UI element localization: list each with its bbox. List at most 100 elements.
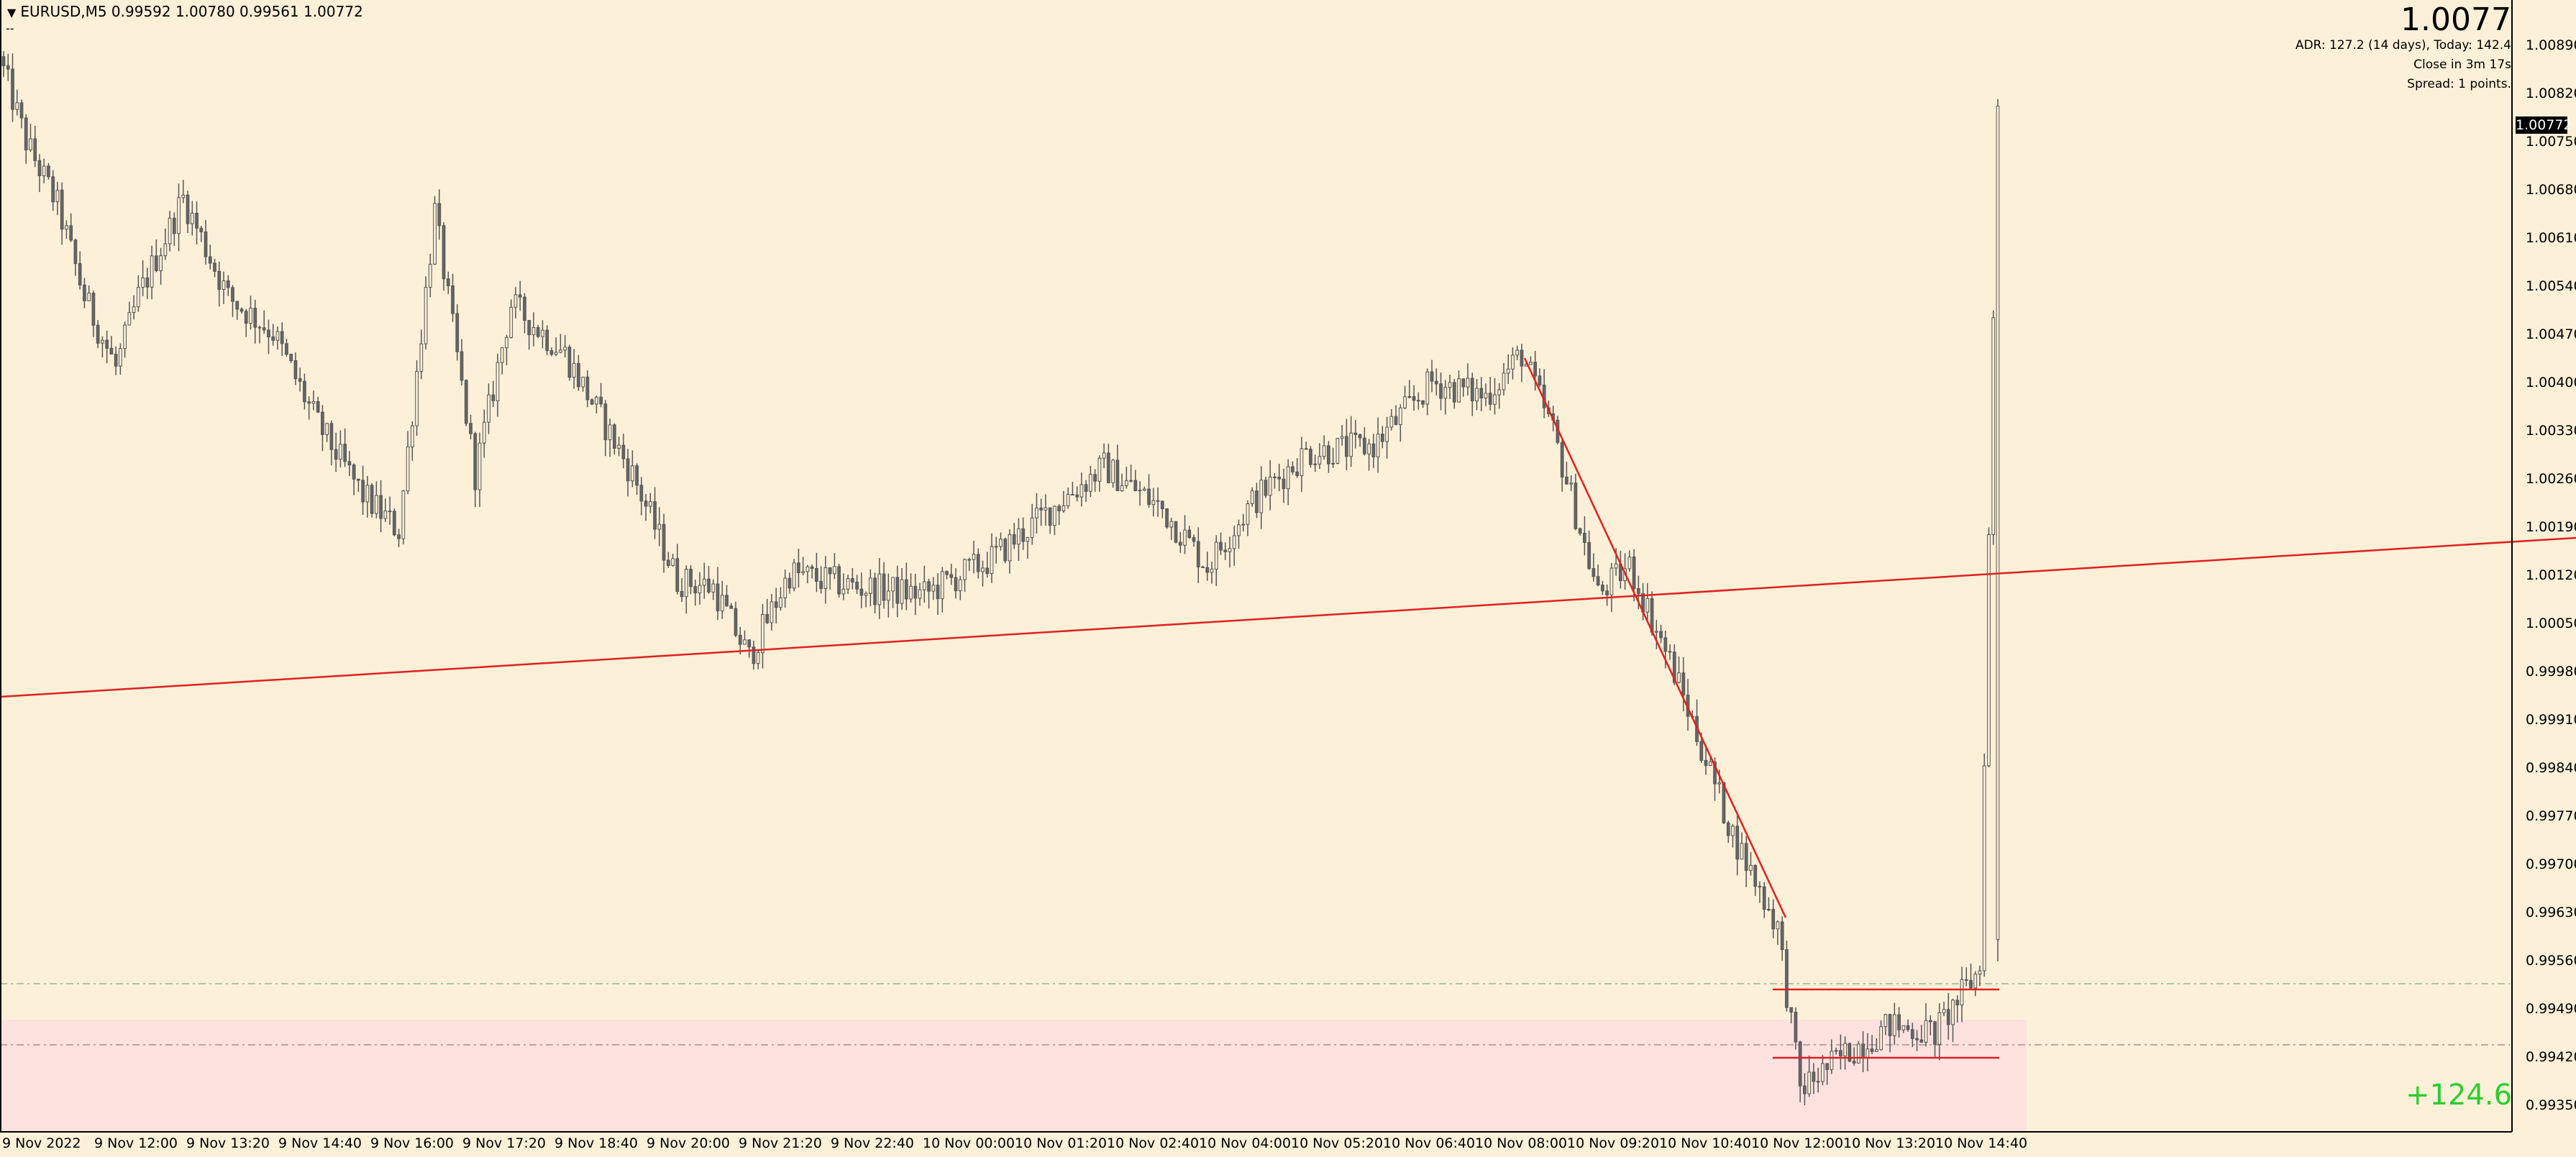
candle-body (1210, 568, 1214, 573)
price-tick-label: 1.00680 (2526, 182, 2576, 198)
candle-body (163, 243, 168, 257)
candle-body (1322, 445, 1326, 457)
candle-body (199, 227, 204, 232)
symbol-header[interactable]: ▼ EURUSD,M5 0.99592 1.00780 0.99561 1.007… (7, 3, 363, 20)
candle-body (1717, 782, 1722, 785)
price-tick-label: 1.00750 (2526, 134, 2576, 150)
candle-body (1187, 529, 1192, 539)
candle-body (1057, 506, 1061, 511)
candle-body (886, 590, 890, 601)
candle-body (1704, 759, 1708, 766)
candle-body (244, 311, 248, 324)
candle-body (945, 571, 949, 575)
time-tick-label: 10 Nov 12:00 (1751, 1135, 1844, 1151)
candle-body (837, 566, 841, 595)
candle-body (1160, 500, 1164, 509)
candle-body (1335, 437, 1340, 464)
candle-body (262, 327, 266, 331)
candle-body (370, 485, 374, 514)
candle-body (1349, 432, 1353, 457)
candle-body (1574, 483, 1578, 529)
candle-body (859, 588, 864, 596)
candle-body (428, 263, 432, 288)
candle-body (1277, 476, 1282, 480)
candle-body (1883, 1014, 1888, 1028)
candle-body (617, 444, 621, 449)
candle-body (1129, 480, 1133, 482)
candle-body (1340, 436, 1344, 439)
candle-body (204, 231, 208, 257)
dropdown-arrow-icon[interactable]: ▼ (7, 6, 17, 19)
candle-body (1609, 567, 1614, 595)
candle-body (985, 567, 990, 574)
candle-body (1169, 521, 1174, 528)
candle-body (352, 465, 356, 480)
candle-body (1955, 1000, 1960, 1006)
ascending-trendline[interactable] (0, 536, 2576, 698)
candle-body (1268, 476, 1272, 496)
candle-body (1699, 741, 1704, 761)
candle-body (1156, 500, 1160, 502)
candle-body (1533, 362, 1538, 377)
time-tick-label: 10 Nov 10:40 (1659, 1135, 1752, 1151)
candle-body (1964, 979, 1968, 981)
candle-body (1053, 506, 1056, 526)
candle-body (1115, 459, 1120, 491)
candle-body (904, 579, 908, 600)
candle-body (127, 312, 132, 326)
candle-body (1133, 480, 1138, 492)
candle-body (83, 284, 86, 301)
candle-body (1008, 534, 1012, 562)
candle-body (1255, 490, 1259, 513)
candle-body (1030, 517, 1034, 538)
candle-body (644, 500, 648, 507)
candle-body (1906, 1025, 1910, 1030)
time-tick-label: 10 Nov 08:00 (1475, 1135, 1568, 1151)
candle-body (1430, 371, 1434, 382)
candle-body (392, 511, 396, 536)
candle-body (972, 554, 976, 560)
candle-body (221, 280, 226, 291)
candle-body (1317, 456, 1322, 465)
candle-body (1470, 378, 1474, 402)
candle-body (927, 581, 931, 592)
time-tick-label: 9 Nov 18:40 (554, 1135, 639, 1151)
candle-body (473, 433, 478, 490)
price-tick-label: 1.00470 (2526, 326, 2576, 342)
candle-body (1039, 507, 1043, 511)
candle-body (922, 581, 926, 590)
candle-body (1910, 1029, 1914, 1039)
candle-body (365, 485, 370, 503)
candle-body (1043, 507, 1048, 511)
support-zone (0, 1020, 2027, 1131)
candle-body (1812, 1071, 1816, 1082)
candle-body (1120, 485, 1124, 491)
candle-body (1300, 448, 1304, 477)
candle-body (698, 585, 702, 594)
candle-body (774, 601, 778, 608)
candle-body (1309, 449, 1312, 465)
candle-body (1919, 1039, 1924, 1043)
candle-body (1569, 483, 1574, 485)
candle-body (1219, 541, 1223, 551)
candle-body (235, 301, 239, 310)
candle-body (536, 327, 540, 337)
candle-body (967, 559, 972, 561)
candle-body (311, 401, 316, 404)
price-tick-label: 1.00260 (2526, 471, 2576, 487)
candle-body (1385, 426, 1389, 442)
candle-body (1448, 382, 1452, 388)
candle-body (1874, 1049, 1878, 1052)
candle-body (1991, 317, 1996, 536)
descending-trendline[interactable] (1523, 357, 1787, 918)
candle-body (1713, 762, 1717, 785)
candle-body (1398, 407, 1402, 425)
candle-body (298, 378, 302, 382)
candle-body (208, 256, 212, 264)
candle-body (1407, 396, 1412, 398)
candle-body (1142, 488, 1146, 491)
